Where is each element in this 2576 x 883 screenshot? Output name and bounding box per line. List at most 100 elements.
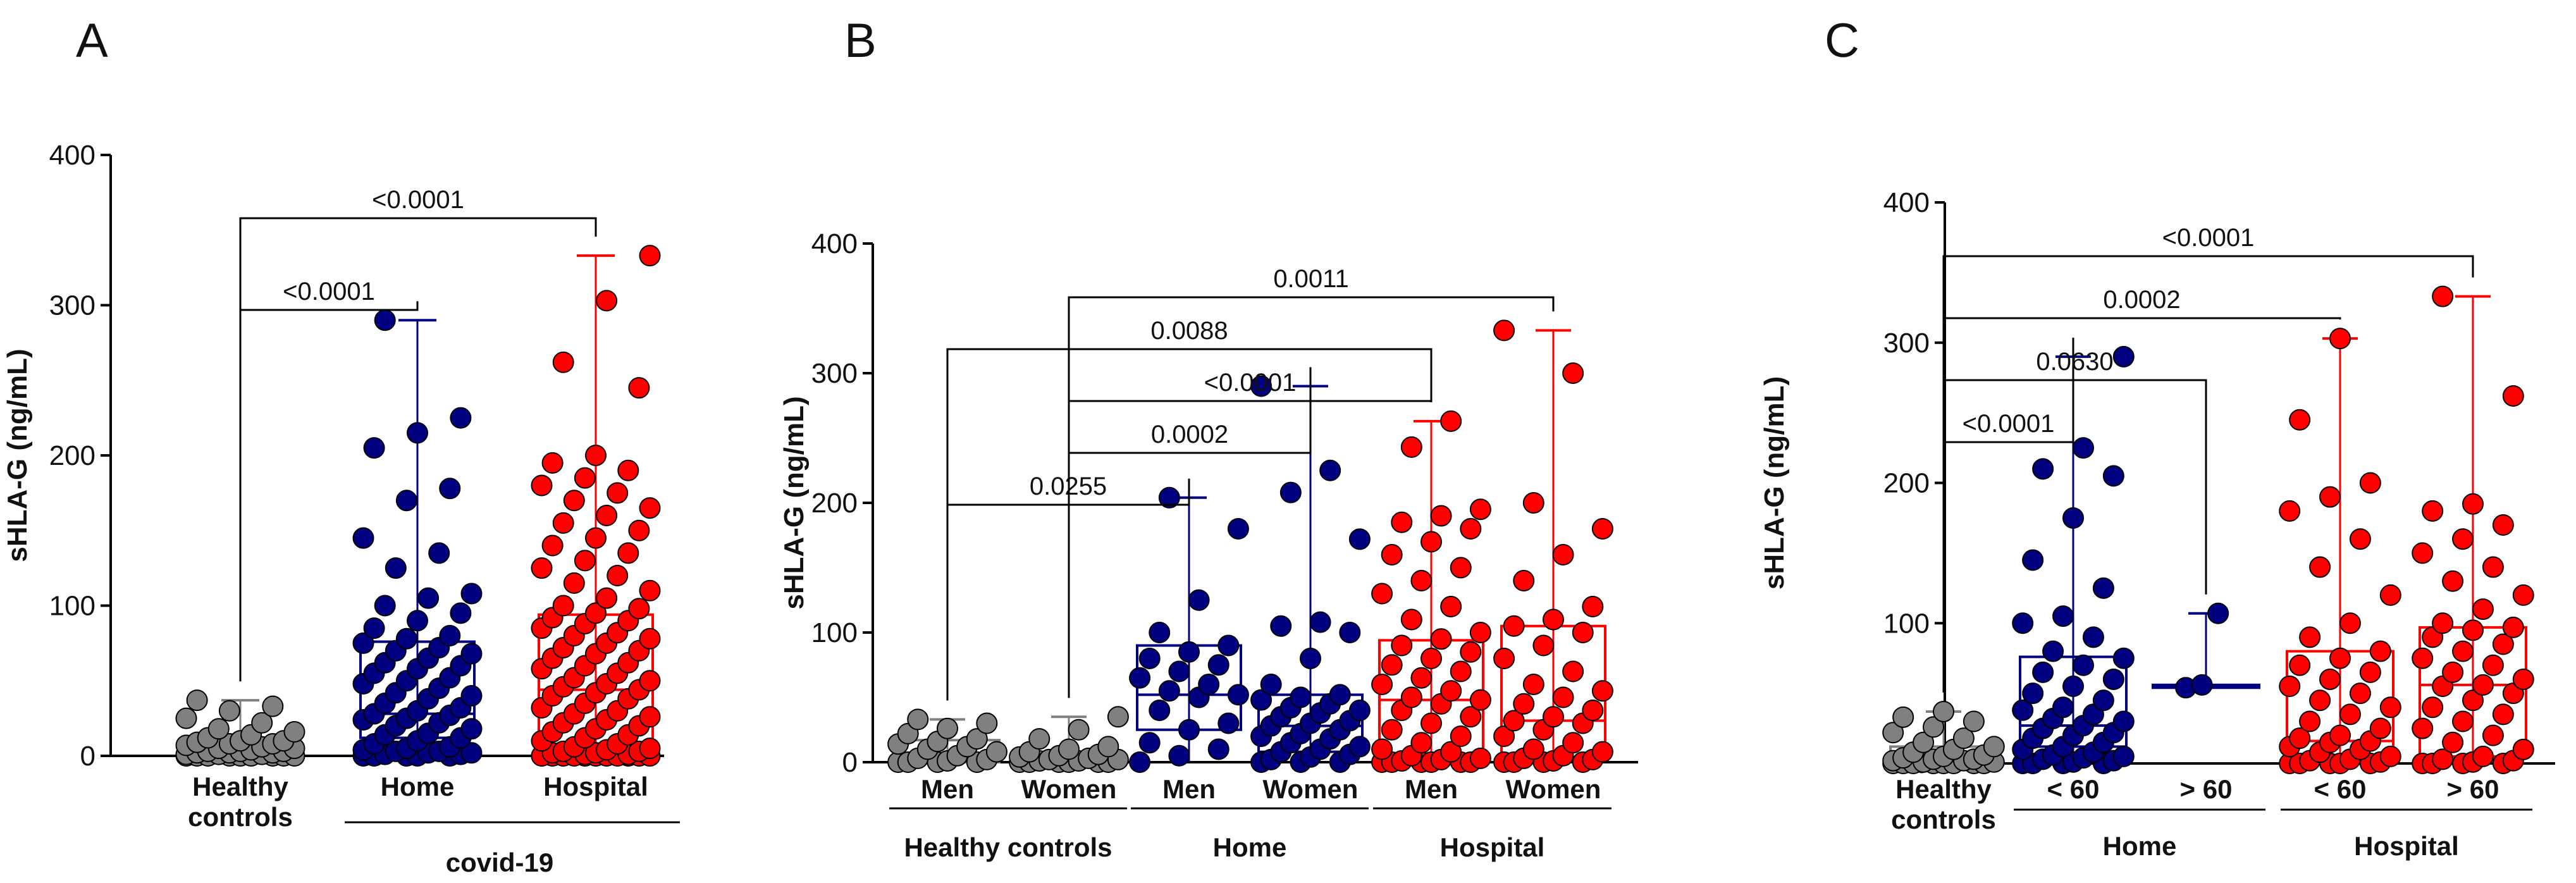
data-point [1068,719,1090,741]
data-point [552,595,574,617]
data-point [460,643,483,665]
data-point [1348,700,1371,721]
data-point [1503,615,1525,637]
y-axis-label: sHLA-G (ng/mL) [1759,376,1790,590]
x-category-label: Hospital [543,772,648,801]
y-axis-label: sHLA-G (ng/mL) [2,349,33,562]
y-tick-label: 0 [80,741,96,772]
significance-bracket [1068,296,1555,698]
data-point [1400,436,1422,458]
data-point [1460,641,1482,663]
data-point [1513,693,1535,715]
y-axis-label: sHLA-G (ng/mL) [779,396,810,609]
data-point [1371,583,1393,605]
data-point [1279,481,1302,503]
data-point [1522,738,1544,760]
data-point [2092,577,2114,599]
data-point [1217,634,1240,657]
data-point [1391,634,1413,657]
data-point [283,721,305,743]
data-point [596,587,618,609]
data-point [541,534,564,557]
data-point [639,706,661,728]
data-point [1572,622,1594,643]
data-point [450,407,472,429]
data-point [628,377,650,399]
x-category-label: > 60 [2447,774,2499,804]
data-point [2379,745,2401,767]
data-point [2309,556,2331,578]
data-point [596,505,618,526]
p-value-label: 0.0002 [1151,421,1228,448]
data-point [2472,674,2494,696]
y-tick-label: 100 [49,591,96,622]
data-point [1493,726,1515,747]
y-tick-label: 400 [1883,187,1930,218]
data-point [2359,661,2381,683]
data-point [1129,667,1151,689]
data-point [1158,486,1180,509]
data-point [2379,696,2401,719]
data-point [1058,738,1080,760]
data-point [363,617,385,639]
data-point [374,309,396,331]
data-point [251,712,273,734]
data-point [976,712,998,734]
data-point [1198,674,1220,695]
p-value-label: 0.0002 [2103,286,2180,314]
data-point [1882,722,1904,744]
data-point [607,565,629,586]
group-label: Healthy controls [904,832,1112,862]
data-point [563,572,585,594]
x-category-label: < 60 [2047,774,2100,804]
data-point [2339,612,2361,634]
data-point [2339,703,2361,726]
data-point [2482,654,2504,676]
data-point [1260,674,1282,695]
data-point [439,625,461,646]
data-point [1450,557,1472,579]
data-point [639,738,661,760]
data-point [2349,682,2371,705]
data-point [2062,507,2084,529]
data-point [1543,706,1564,728]
panel-a-chart: 0 100 200 300 400 sHLA-G (ng/mL) Healthy contro… [2,140,680,877]
data-point [1371,674,1393,695]
data-point [563,490,585,512]
data-point [1952,727,1975,750]
y-tick-label: 400 [49,140,96,171]
data-point [186,689,208,712]
p-value-label: <0.0001 [2162,224,2255,252]
data-point [207,718,230,740]
data-point [2032,458,2054,480]
data-point [1460,518,1482,540]
data-point [1178,641,1200,663]
x-category-label-line: Healthy [1895,774,1992,804]
x-category-label: Healthy controls [1891,774,1996,834]
data-point [1543,608,1564,631]
x-category-label: > 60 [2180,774,2233,804]
data-point [1250,689,1273,711]
data-point [2012,612,2034,634]
data-point [2112,345,2135,367]
y-tick-label: 300 [811,358,858,389]
data-point [1430,628,1452,650]
data-point [1158,680,1180,702]
x-category-label: Women [1506,774,1601,804]
data-point [2012,699,2034,721]
data-point [1552,686,1574,708]
p-value-label: <0.0001 [1204,369,1297,397]
data-point [2102,465,2124,487]
data-point [2329,647,2351,669]
data-point [1217,712,1240,734]
data-point [2072,654,2094,676]
data-point [628,598,650,620]
p-value-label: <0.0001 [372,186,464,214]
group-label: Hospital [1440,832,1545,862]
data-point [639,245,661,267]
y-tick-label: 300 [49,290,96,321]
data-point [407,610,428,632]
data-point [1440,596,1462,617]
significance-bracket [1942,255,2474,693]
data-point [2432,612,2454,634]
